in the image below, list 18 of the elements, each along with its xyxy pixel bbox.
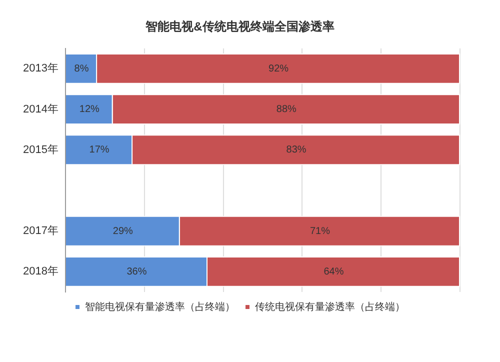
series-label: 传统电视保有量渗透率（占终端） [255, 300, 405, 313]
data-label: 29% [112, 226, 134, 237]
data-label: 64% [324, 266, 344, 278]
data-label: 83% [286, 144, 306, 156]
data-label: 12% [79, 104, 100, 116]
y-tick-label: 2013年 [22, 62, 58, 75]
data-label: 17% [89, 144, 110, 156]
y-tick-label: 2017年 [22, 225, 58, 238]
legend-label: 智能电视保有量渗透率（占终端） [85, 300, 235, 313]
y-tick-label: 2015年 [22, 144, 58, 156]
data-label: 36% [126, 266, 147, 278]
data-label: 71% [310, 226, 330, 237]
data-label: 92% [268, 63, 289, 74]
data-label: 8% [74, 63, 89, 74]
y-tick-label: 2018年 [22, 266, 58, 278]
chart-title: 智能电视&传统电视终端全国渗透率 [144, 20, 334, 34]
y-tick-label: 2014年 [22, 103, 58, 116]
data-label: 88% [276, 104, 297, 116]
